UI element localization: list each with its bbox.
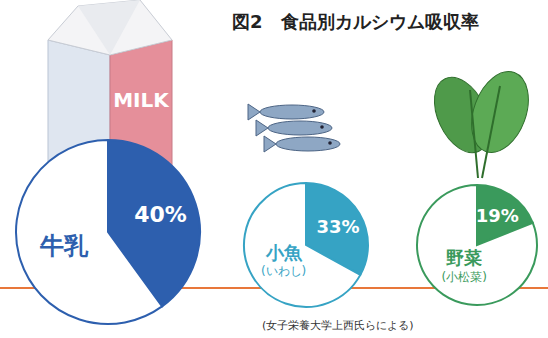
svg-text:小魚: 小魚 [265,242,303,263]
svg-text:19%: 19% [476,205,519,226]
svg-text:MILK: MILK [113,88,170,112]
html-text:図2 食品別カルシウム吸収率: 図2 食品別カルシウム吸収率 [232,11,479,32]
svg-text:33%: 33% [316,216,359,237]
svg-text:牛乳: 牛乳 [39,232,89,260]
svg-text:(小松菜): (小松菜) [441,270,486,284]
svg-text:(いわし): (いわし) [261,264,306,278]
html-text:(女子栄養大学上西氏らによる): (女子栄養大学上西氏らによる) [262,319,414,332]
svg-text:野菜: 野菜 [446,247,482,268]
svg-text:40%: 40% [134,202,187,227]
